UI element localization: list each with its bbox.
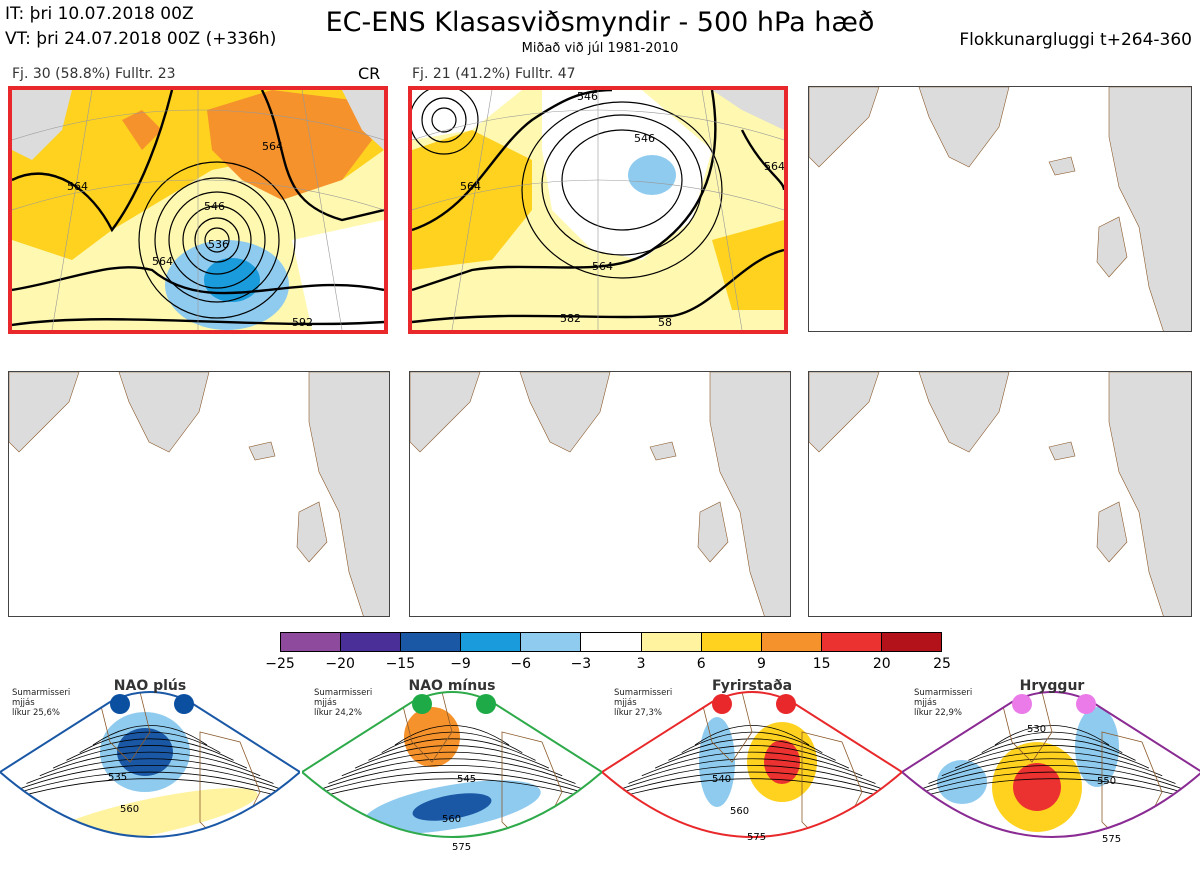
contour-label: 536 [208, 238, 229, 251]
contour-label: 546 [577, 90, 598, 103]
regime-info-line: líkur 27,3% [614, 708, 662, 718]
page-title: EC-ENS Klasasviðsmyndir - 500 hPa hæð [325, 7, 875, 38]
cluster-map-1[interactable]: 564 546 536 564 564 592 [8, 86, 388, 334]
init-time: IT: þri 10.07.2018 00Z [5, 4, 194, 24]
regime-marker [174, 694, 194, 714]
colorbar-swatch [341, 633, 402, 651]
colorbar-swatch [881, 633, 942, 651]
valid-time: VT: þri 24.07.2018 00Z (+336h) [5, 29, 277, 49]
colorbar-tick-label: −20 [325, 656, 355, 672]
panel-1-label: Fj. 30 (58.8%) Fulltr. 23 [12, 66, 176, 82]
colorbar-tick-label: −9 [450, 656, 471, 672]
regime-3[interactable]: 540 560 575 Fyrirstaða Sumarmisseri mjjás líku… [602, 672, 902, 871]
regime-name: Fyrirstaða [711, 678, 793, 694]
cluster-map-2[interactable]: 546 546 564 564 564 582 58 [408, 86, 788, 334]
panel-2-label: Fj. 21 (41.2%) Fulltr. 47 [412, 66, 576, 82]
regime-4[interactable]: 530 550 575 Hryggur Sumarmisseri mjjás líkur 2… [902, 672, 1200, 871]
classification-window: Flokkunargluggi t+264-360 [959, 30, 1192, 50]
contour-label: 592 [292, 316, 313, 329]
regime-2[interactable]: 545 560 575 NAO mínus Sumarmisseri mjjás líkur… [302, 672, 602, 871]
regime-contour-label: 575 [452, 842, 471, 853]
contour-label: 564 [262, 140, 283, 153]
regime-info: Sumarmisseri mjjás líkur 27,3% [614, 688, 684, 718]
contour-label: 58 [658, 316, 672, 329]
panel-1-tag: CR [358, 64, 381, 83]
regime-marker [1076, 694, 1096, 714]
regime-info-line: líkur 22,9% [914, 708, 962, 718]
cluster-map-3[interactable] [808, 86, 1192, 332]
regime-contour-label: 575 [1102, 834, 1121, 845]
contour-label: 564 [67, 180, 88, 193]
colorbar-swatch [461, 633, 522, 651]
regime-name: NAO mínus [408, 678, 496, 694]
colorbar-swatch [641, 633, 702, 651]
regime-info: Sumarmisseri mjjás líkur 24,2% [314, 688, 384, 718]
cluster-map-4[interactable] [8, 371, 390, 617]
regime-marker [412, 694, 432, 714]
regime-contour-label: 560 [442, 814, 461, 825]
colorbar-tick-label: 15 [812, 656, 831, 672]
contour-label: 564 [152, 255, 173, 268]
colorbar-swatch [401, 633, 462, 651]
colorbar-swatch [701, 633, 762, 651]
colorbar-tick-label: 6 [696, 656, 706, 672]
regime-contour-label: 530 [1027, 724, 1046, 735]
regime-contour-label: 560 [730, 806, 749, 817]
regime-marker [476, 694, 496, 714]
regime-info-line: líkur 25,6% [12, 708, 60, 718]
regime-info-line: mjjás [314, 698, 337, 708]
colorbar-swatch [521, 633, 582, 651]
colorbar-tick-label: −15 [385, 656, 416, 672]
regime-info-line: Sumarmisseri [12, 688, 71, 698]
regime-name: NAO plús [113, 678, 187, 694]
colorbar-tick-label: 3 [636, 656, 646, 672]
colorbar-swatch [281, 633, 342, 651]
contour-label: 564 [764, 160, 784, 173]
regime-1[interactable]: 535 560 NAO plús Sumarmisseri mjjás líkur 25,… [0, 672, 300, 871]
colorbar-tick-label: −3 [570, 656, 592, 672]
contour-label: 582 [560, 312, 581, 325]
regime-info-line: Sumarmisseri [914, 688, 973, 698]
page-subtitle: Miðað við júl 1981-2010 [521, 41, 679, 56]
regime-contour-label: 560 [120, 804, 139, 815]
contour-label: 564 [460, 180, 481, 193]
regime-contour-label: 540 [712, 774, 731, 785]
colorbar-tick-label: 20 [872, 656, 891, 672]
regime-marker [712, 694, 732, 714]
regime-contour-label: 575 [747, 832, 766, 843]
regime-info: Sumarmisseri mjjás líkur 22,9% [914, 688, 984, 718]
contour-label: 564 [592, 260, 613, 273]
regime-marker [1012, 694, 1032, 714]
regime-info-line: mjjás [614, 698, 637, 708]
contour-label: 546 [634, 132, 655, 145]
regime-marker [110, 694, 130, 714]
regime-marker [776, 694, 796, 714]
regime-info-line: líkur 24,2% [314, 708, 362, 718]
regime-contour-label: 535 [108, 772, 127, 783]
colorbar-tick-label: 9 [756, 656, 766, 672]
regime-name: Hryggur [1019, 678, 1085, 694]
cluster-map-6[interactable] [808, 371, 1192, 617]
colorbar-swatch [821, 633, 882, 651]
colorbar-tick-label: 25 [933, 656, 951, 672]
regime-info-line: Sumarmisseri [314, 688, 373, 698]
regime-contour-label: 545 [457, 774, 476, 785]
colorbar-tick-label: −25 [265, 656, 295, 672]
cluster-map-5[interactable] [409, 371, 791, 617]
colorbar-swatch [581, 633, 642, 651]
regime-contour-label: 550 [1097, 776, 1116, 787]
contour-label: 546 [204, 200, 225, 213]
colorbar-tick-label: −6 [510, 656, 532, 672]
regime-info-line: mjjás [12, 698, 35, 708]
regime-info: Sumarmisseri mjjás líkur 25,6% [12, 688, 82, 718]
regime-info-line: Sumarmisseri [614, 688, 673, 698]
anomaly-colorbar [280, 632, 942, 652]
regime-info-line: mjjás [914, 698, 937, 708]
colorbar-swatch [761, 633, 822, 651]
